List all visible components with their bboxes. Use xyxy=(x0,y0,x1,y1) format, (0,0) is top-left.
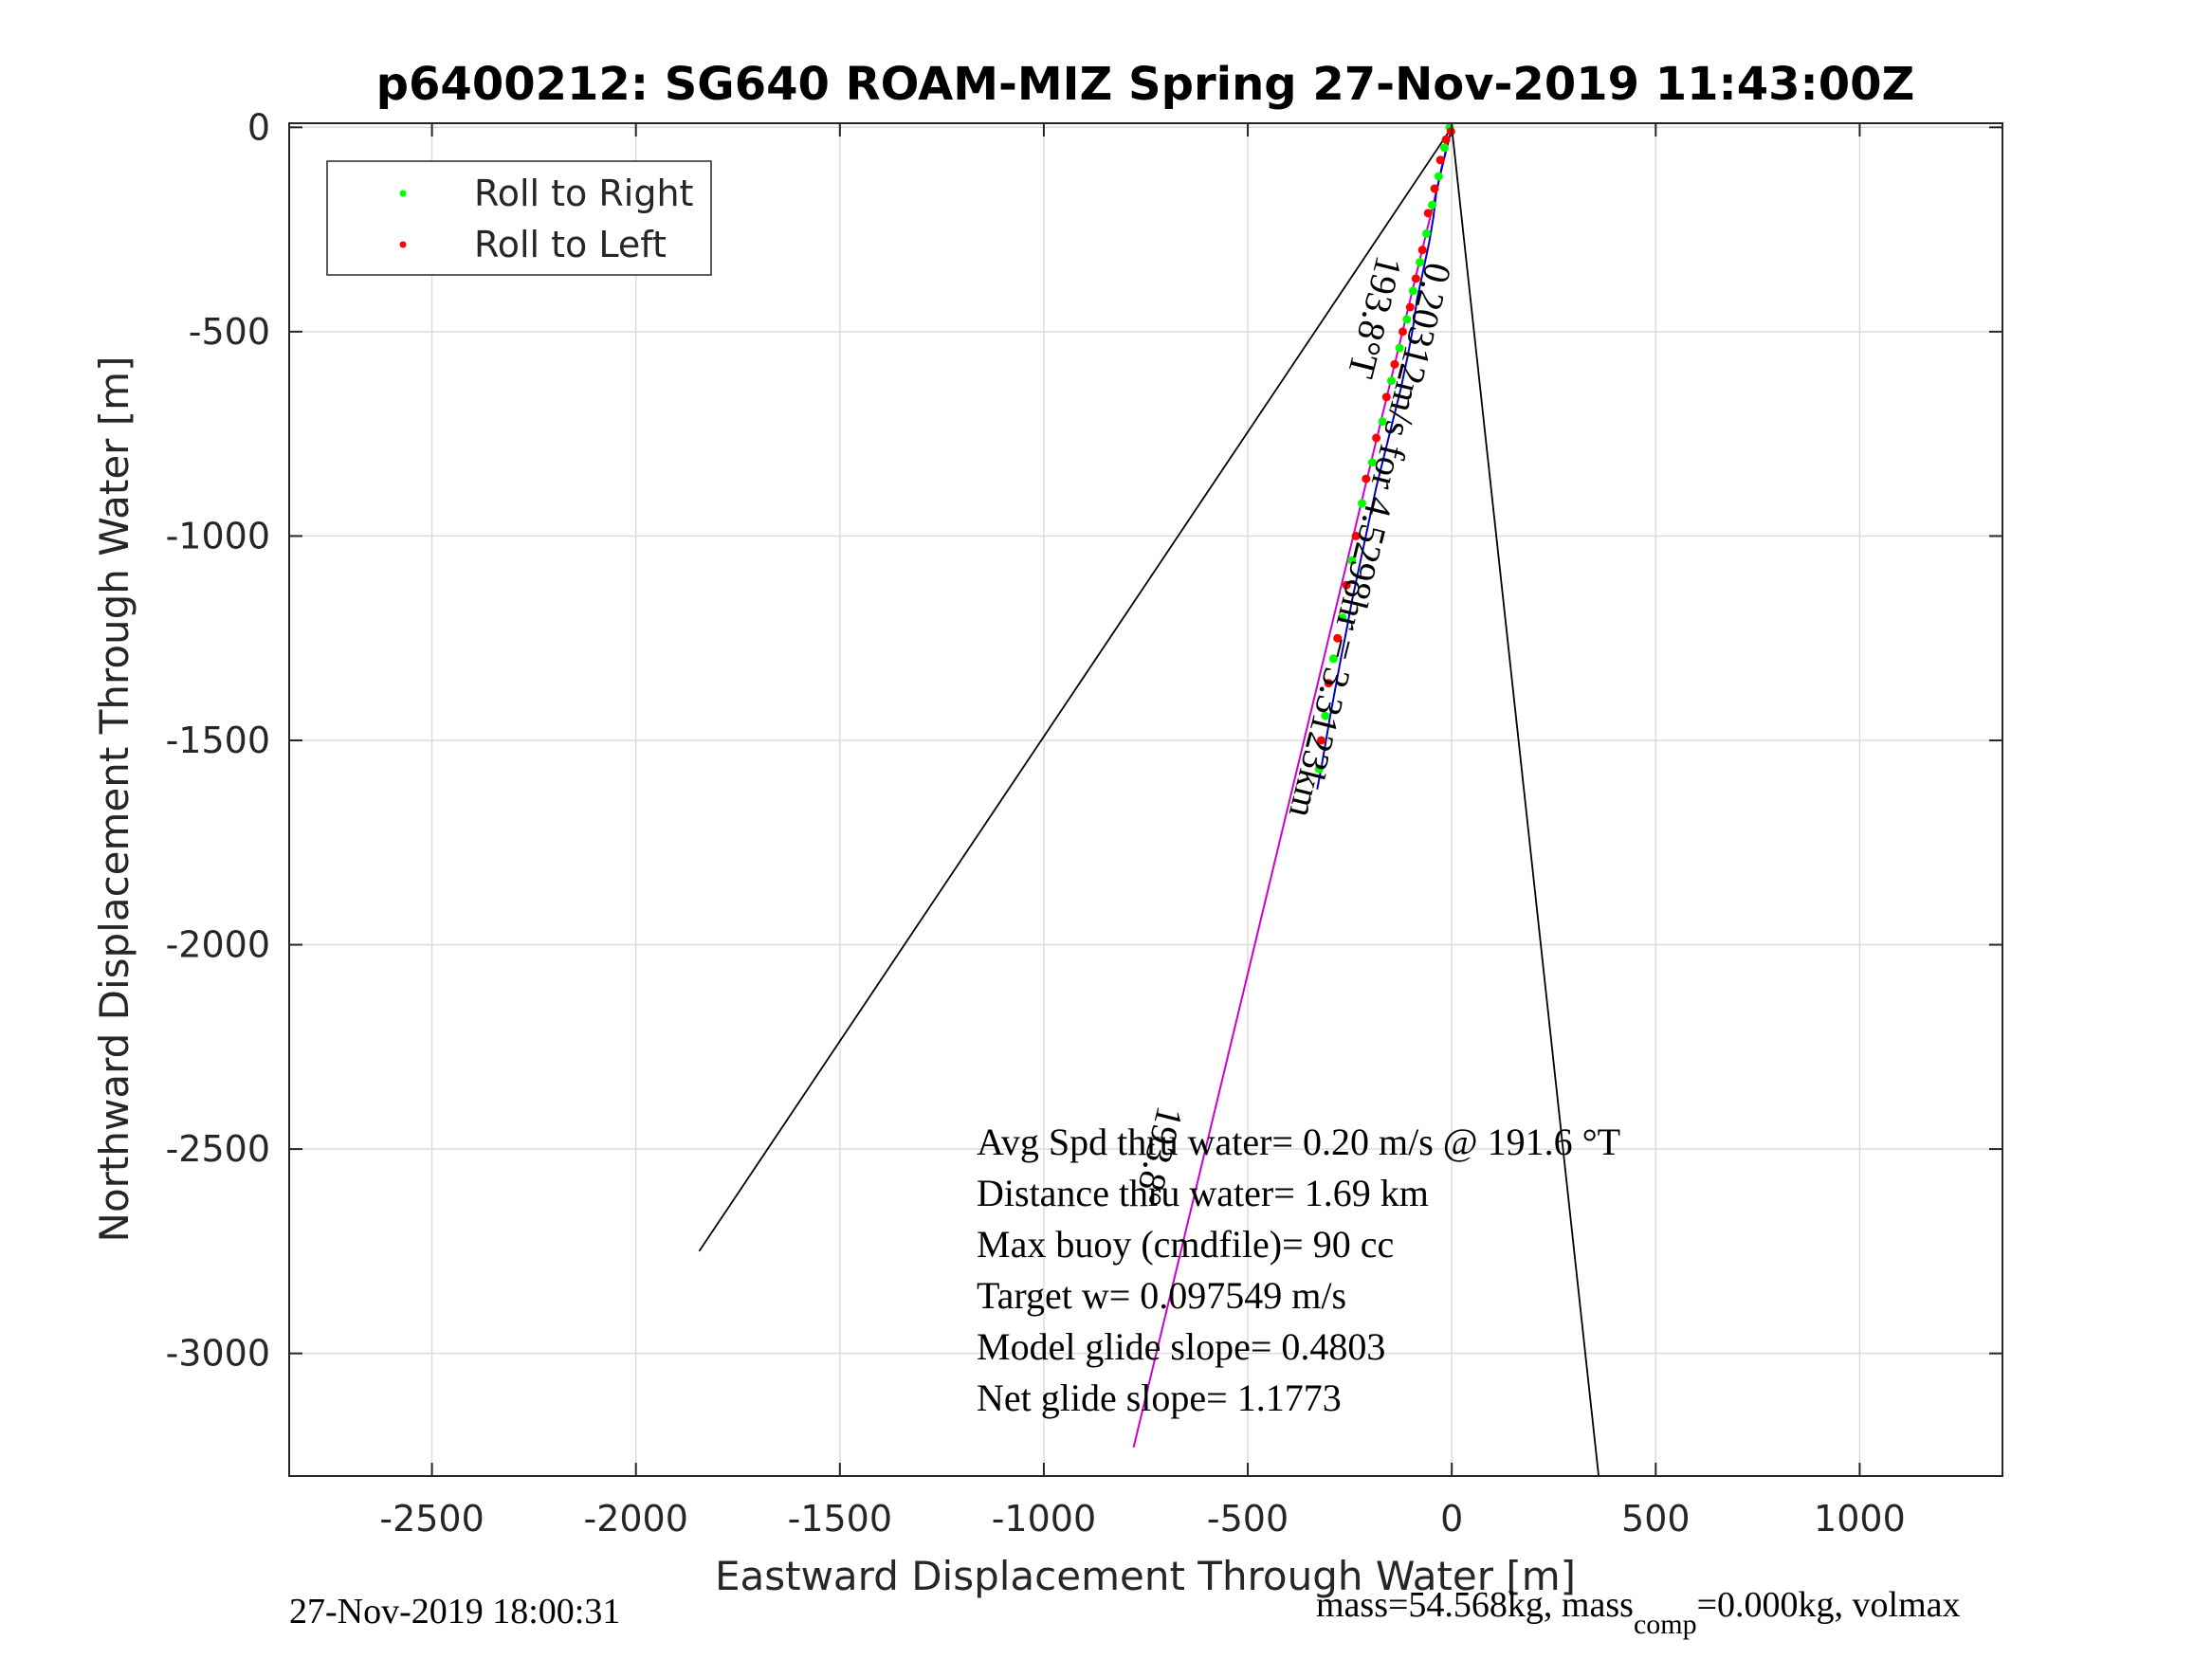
legend: Roll to Right Roll to Left xyxy=(326,160,712,276)
legend-label-roll-left: Roll to Left xyxy=(474,224,667,265)
roll-left-point xyxy=(1435,155,1445,165)
roll-right-point xyxy=(1367,458,1377,467)
legend-marker-roll-right xyxy=(399,190,407,197)
footer-mass-suffix: =0.000kg, volmax xyxy=(1697,1585,1961,1625)
roll-left-point xyxy=(1441,135,1451,144)
y-tick-label: -2000 xyxy=(166,924,270,966)
x-axis-label: Eastward Displacement Through Water [m] xyxy=(715,1553,1576,1599)
roll-left-point xyxy=(1411,274,1420,283)
y-tick-label: -1000 xyxy=(166,515,270,556)
roll-right-point xyxy=(1358,499,1367,508)
x-tick-labels: -2500 -2000 -1500 -1000 -500 0 500 1000 xyxy=(379,1498,1905,1540)
y-tick-label: -500 xyxy=(189,311,270,353)
axes-box xyxy=(288,122,2003,1477)
y-tick-label: -3000 xyxy=(166,1333,270,1375)
roll-left-point xyxy=(1417,246,1427,255)
footer-mass: mass=54.568kg, masscomp=0.000kg, volmax xyxy=(1316,1585,1961,1640)
legend-label-roll-right: Roll to Right xyxy=(474,173,693,214)
footer-mass-prefix: mass=54.568kg, mass xyxy=(1316,1585,1634,1625)
grid xyxy=(289,123,2002,1476)
cone-line-line xyxy=(698,126,1453,1252)
y-tick-label: 0 xyxy=(247,106,270,148)
roll-left-point xyxy=(1390,359,1399,369)
stats-line: Net glide slope= 1.1773 xyxy=(977,1376,1342,1419)
stats-line: Distance thru water= 1.69 km xyxy=(977,1172,1429,1214)
roll-right-point xyxy=(1314,764,1324,774)
roll-left-point xyxy=(1381,392,1391,402)
roll-right-point xyxy=(1395,343,1404,353)
roll-right-point xyxy=(1428,200,1437,210)
stats-line: Target w= 0.097549 m/s xyxy=(977,1274,1346,1317)
x-tick-label: -1000 xyxy=(992,1498,1096,1540)
x-tick-label: -1500 xyxy=(788,1498,892,1540)
track-line xyxy=(1316,127,1453,790)
cone-line-line xyxy=(1451,127,1600,1477)
stats-line: Max buoy (cmdfile)= 90 cc xyxy=(977,1223,1394,1266)
ticks xyxy=(289,123,2002,1476)
stats-block: Avg Spd thru water= 0.20 m/s @ 191.6 °T D… xyxy=(977,1121,1620,1419)
roll-right-point xyxy=(1416,258,1425,267)
legend-box xyxy=(326,160,712,276)
roll-left-point xyxy=(1405,302,1415,312)
footer-timestamp: 27-Nov-2019 18:00:31 xyxy=(289,1592,620,1632)
x-tick-label: 0 xyxy=(1440,1498,1463,1540)
roll-left-point xyxy=(1398,327,1408,337)
roll-right-point xyxy=(1439,143,1449,153)
roll-right-point xyxy=(1387,376,1397,386)
roll-right-point xyxy=(1434,172,1443,181)
roll-left-point xyxy=(1351,531,1361,540)
roll-left-point xyxy=(1342,580,1351,590)
y-tick-label: -1500 xyxy=(166,720,270,761)
roll-left-point xyxy=(1362,474,1371,483)
legend-marker-roll-left xyxy=(399,241,407,248)
roll-right-point xyxy=(1321,711,1330,720)
x-tick-label: -2000 xyxy=(583,1498,687,1540)
roll-right-point xyxy=(1402,315,1412,324)
roll-right-point xyxy=(1408,286,1417,296)
x-tick-label: -500 xyxy=(1207,1498,1289,1540)
axes-background xyxy=(289,123,2002,1476)
roll-right-point xyxy=(1422,228,1432,238)
roll-right-point xyxy=(1328,654,1338,664)
stats-line: Model glide slope= 0.4803 xyxy=(977,1325,1385,1368)
x-tick-label: -2500 xyxy=(379,1498,484,1540)
footer-mass-sub: comp xyxy=(1634,1609,1697,1640)
roll-left-point xyxy=(1372,433,1381,443)
y-tick-label: -2500 xyxy=(166,1128,270,1170)
stats-line: Avg Spd thru water= 0.20 m/s @ 191.6 °T xyxy=(977,1121,1620,1163)
roll-left-point xyxy=(1317,736,1326,745)
roll-left-point xyxy=(1430,184,1439,193)
y-axis-label: Northward Displacement Through Water [m] xyxy=(91,356,137,1243)
roll-right-point xyxy=(1347,556,1357,565)
plot-area xyxy=(288,122,2003,1477)
roll-right-point xyxy=(1338,613,1347,623)
series-layer xyxy=(698,122,1600,1477)
roll-right-point xyxy=(1378,417,1387,427)
roll-left-point xyxy=(1333,633,1343,643)
y-tick-labels: 0 -500 -1000 -1500 -2000 -2500 -3000 xyxy=(166,106,270,1374)
x-tick-label: 1000 xyxy=(1814,1498,1906,1540)
chart-title: p6400212: SG640 ROAM-MIZ Spring 27-Nov-2… xyxy=(376,58,1915,111)
roll-left-point xyxy=(1324,679,1333,688)
x-tick-label: 500 xyxy=(1621,1498,1691,1540)
roll-left-point xyxy=(1423,209,1433,218)
